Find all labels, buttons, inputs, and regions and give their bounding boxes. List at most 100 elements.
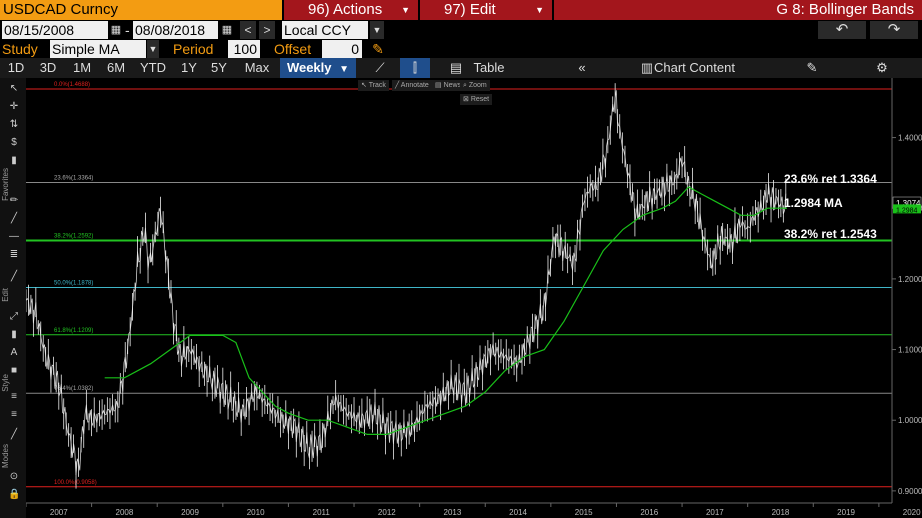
y-tick-label: 0.9000 bbox=[898, 487, 922, 496]
cursor-icon[interactable]: ↖ bbox=[9, 83, 19, 94]
fib-level-label: 23.6%(1.3364) bbox=[54, 176, 93, 182]
range-ytd[interactable]: YTD bbox=[140, 60, 166, 75]
period-input[interactable]: 100 bbox=[228, 40, 260, 58]
last-ma-label: 1.2984 bbox=[896, 207, 918, 214]
calendar-icon[interactable]: ▦ bbox=[221, 24, 233, 36]
range-max[interactable]: Max bbox=[244, 60, 270, 75]
x-tick-label: 2011 bbox=[313, 508, 331, 517]
calendar-icon[interactable]: ▦ bbox=[110, 24, 122, 36]
lock-icon[interactable]: 🔒 bbox=[8, 489, 21, 500]
line-style-icon[interactable]: ≡ bbox=[11, 391, 17, 402]
y-tick-label: 1.4000 bbox=[898, 134, 922, 143]
annotation-236-ret[interactable]: 23.6% ret 1.3364 bbox=[784, 172, 877, 186]
table-button[interactable]: Table bbox=[473, 60, 505, 75]
x-tick-label: 2015 bbox=[575, 508, 593, 517]
horizontal-line-icon[interactable]: — bbox=[9, 231, 19, 242]
study-row: Study Simple MA ▼ Period 100 Offset 0 ✎ bbox=[0, 40, 922, 59]
expand-icon[interactable]: ⤢ bbox=[10, 311, 18, 322]
line-weight-icon[interactable]: ≡ bbox=[11, 409, 17, 420]
next-arrow-icon[interactable]: > bbox=[259, 21, 275, 39]
annotation-382-ret[interactable]: 38.2% ret 1.2543 bbox=[784, 227, 877, 241]
offset-input[interactable]: 0 bbox=[322, 40, 362, 58]
x-axis: 2007 2008 2009 2010 2011 2012 2013 2014 2015 2016… bbox=[26, 502, 921, 517]
x-tick-label: 2007 bbox=[50, 508, 68, 517]
undo-icon[interactable]: ↶ bbox=[818, 21, 866, 39]
double-chevron-left-icon[interactable]: « bbox=[578, 60, 586, 75]
fib-level-label: 76.4%(1.0382) bbox=[54, 386, 93, 392]
prev-arrow-icon[interactable]: < bbox=[240, 21, 256, 39]
reset-button[interactable]: ⊠ Reset bbox=[460, 94, 493, 105]
annotation-ma[interactable]: 1.2984 MA bbox=[784, 196, 843, 210]
range-1d[interactable]: 1D bbox=[7, 60, 25, 75]
link-icon[interactable]: ⊙ bbox=[9, 471, 19, 482]
chevron-down-icon[interactable]: ▼ bbox=[147, 40, 159, 58]
modes-label: Modes bbox=[1, 444, 10, 469]
zoom-button[interactable]: ⌕ Zoom bbox=[460, 80, 490, 91]
track-label: Track bbox=[368, 82, 386, 89]
chevron-down-icon[interactable]: ▼ bbox=[370, 21, 384, 39]
bar-icon[interactable]: ▮ bbox=[11, 155, 17, 166]
edit-chart-icon[interactable]: ✎ bbox=[806, 60, 818, 75]
delete-icon[interactable]: ▮ bbox=[11, 329, 17, 340]
range-3d[interactable]: 3D bbox=[39, 60, 57, 75]
security-name[interactable]: USDCAD Curncy bbox=[0, 0, 282, 20]
x-tick-label: 2012 bbox=[378, 508, 396, 517]
line-chart-icon[interactable]: ⟋ bbox=[375, 60, 385, 75]
bar-chart-icon[interactable]: ⫿ bbox=[400, 58, 430, 78]
x-tick-label: 2013 bbox=[444, 508, 462, 517]
fib-level-label: 61.8%(1.1209) bbox=[54, 328, 93, 334]
annotate-button[interactable]: ╱ Annotate bbox=[392, 80, 432, 91]
chart-content-button[interactable]: Chart Content bbox=[654, 60, 735, 75]
page-title: G 8: Bollinger Bands bbox=[554, 0, 922, 20]
study-select[interactable]: Simple MA bbox=[50, 40, 146, 58]
table-icon[interactable]: ▤ bbox=[449, 60, 463, 75]
y-tick-label: 1.1000 bbox=[898, 346, 922, 355]
range-6m[interactable]: 6M bbox=[106, 60, 126, 75]
edit-label: 97) Edit bbox=[444, 1, 496, 18]
measure-icon[interactable]: ⇅ bbox=[9, 119, 19, 130]
annotate-label: Annotate bbox=[400, 82, 429, 89]
caret-down-icon: ▼ bbox=[401, 5, 410, 15]
redo-icon[interactable]: ↷ bbox=[870, 21, 918, 39]
range-5y[interactable]: 5Y bbox=[211, 60, 227, 75]
reset-label: Reset bbox=[470, 96, 490, 103]
crosshair-icon[interactable]: ✛ bbox=[9, 101, 19, 112]
price-bars bbox=[26, 83, 787, 489]
color-swatch-icon[interactable]: ■ bbox=[10, 365, 18, 376]
pencil-icon[interactable]: ✎ bbox=[372, 41, 384, 57]
currency-select[interactable]: Local CCY bbox=[282, 21, 368, 39]
font-icon[interactable]: A bbox=[10, 347, 18, 358]
price-icon[interactable]: $ bbox=[11, 137, 17, 148]
chart-content-icon[interactable]: ▥ bbox=[640, 60, 654, 75]
fib-level-label: 100.0%(0.9058) bbox=[54, 480, 97, 486]
y-tick-label: 1.0000 bbox=[898, 416, 922, 425]
actions-menu[interactable]: 96) Actions ▼ bbox=[284, 0, 418, 20]
line-icon[interactable]: ╱ bbox=[10, 271, 18, 282]
gear-icon[interactable]: ⚙ bbox=[876, 60, 888, 75]
brush-icon[interactable]: ✏ bbox=[9, 195, 19, 206]
track-button[interactable]: ↖ Track bbox=[358, 80, 389, 91]
trend-line-icon[interactable]: ╱ bbox=[10, 213, 18, 224]
top-bar: USDCAD Curncy 96) Actions ▼ 97) Edit ▼ G… bbox=[0, 0, 922, 20]
x-tick-label: 2009 bbox=[181, 508, 199, 517]
x-tick-label: 2018 bbox=[772, 508, 790, 517]
draw-icon[interactable]: ╱ bbox=[10, 429, 18, 440]
x-tick-label: 2008 bbox=[116, 508, 134, 517]
moving-average-line[interactable] bbox=[104, 186, 787, 435]
caret-down-icon: ▼ bbox=[535, 5, 544, 15]
date-row: 08/15/2008 ▦ - 08/08/2018 ▦ < > Local CC… bbox=[0, 21, 922, 40]
news-label: News bbox=[443, 82, 462, 89]
range-1y[interactable]: 1Y bbox=[181, 60, 197, 75]
end-date-input[interactable]: 08/08/2018 bbox=[133, 21, 218, 39]
fibonacci-icon[interactable]: ≣ bbox=[9, 249, 19, 260]
range-1m[interactable]: 1M bbox=[72, 60, 92, 75]
edit-menu[interactable]: 97) Edit ▼ bbox=[420, 0, 552, 20]
fibonacci-levels: 0.0%(1.4688) 23.6%(1.3364) 38.2%(1.2592) 50… bbox=[26, 82, 892, 488]
caret-down-icon: ▼ bbox=[339, 64, 350, 75]
start-date-input[interactable]: 08/15/2008 bbox=[2, 21, 108, 39]
frequency-select[interactable]: Weekly ▼ bbox=[280, 58, 356, 78]
price-chart[interactable]: 0.0%(1.4688) 23.6%(1.3364) 38.2%(1.2592) 50… bbox=[26, 78, 922, 518]
news-button[interactable]: ▤ News bbox=[432, 80, 465, 91]
left-toolbar: ↖ ✛ ⇅ $ ▮ Favorites ✏ ╱ — ≣ ╱ Edit ⤢ ▮ A… bbox=[0, 78, 26, 518]
